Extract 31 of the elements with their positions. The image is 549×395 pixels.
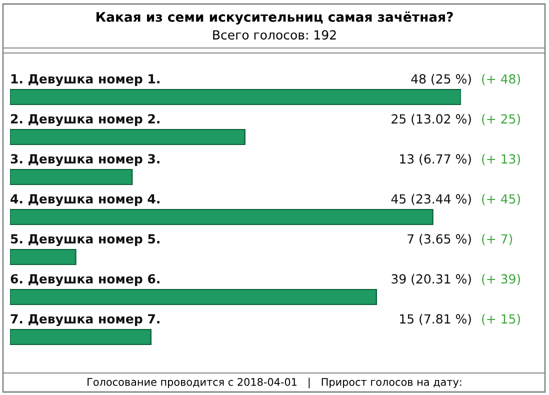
y-tick-label: 2. Девушка номер 2.: [10, 114, 160, 126]
y-tick-label: 7. Девушка номер 7.: [10, 314, 160, 326]
y-tick-label: 4. Девушка номер 4.: [10, 194, 160, 206]
data-label: 15 (7.81 %): [400, 314, 471, 326]
text: (+ 39): [482, 274, 520, 286]
bar: [10, 88, 461, 106]
bar: [10, 328, 152, 346]
text: (+ 13): [482, 154, 520, 166]
data-label: 39 (20.31 %): [392, 274, 471, 286]
text: (+ 15): [482, 314, 520, 326]
bar: [10, 168, 133, 186]
data-label: 7 (3.65 %): [408, 234, 471, 246]
data-label: 45 (23.44 %): [391, 194, 471, 206]
bar: [10, 248, 76, 266]
y-tick-label: 6. Девушка номер 6.: [10, 274, 160, 286]
y-tick-label: 3. Девушка номер 3.: [10, 154, 160, 166]
y-tick-label: 1. Девушка номер 1.: [11, 74, 160, 86]
text: (+ 48): [482, 74, 520, 86]
text: (+ 45): [482, 194, 520, 206]
bar: [10, 128, 246, 146]
chart-title: Какая из семи искусительниц самая зачётная?: [96, 11, 453, 25]
data-label: 13 (6.77 %): [400, 154, 471, 166]
bar: [10, 208, 434, 226]
text: (+ 25): [482, 114, 520, 126]
y-tick-label: 5. Девушка номер 5.: [10, 234, 160, 246]
chart-subtitle: Всего голосов: 192: [213, 30, 336, 40]
bar: [10, 288, 377, 306]
data-label: 25 (13.02 %): [392, 114, 471, 126]
text: Голосование проводится с 2018-04-01 | Прирост голосов на дату:: [88, 378, 462, 388]
data-label: 48 (25 %): [411, 74, 471, 86]
text: (+ 7): [482, 234, 512, 246]
